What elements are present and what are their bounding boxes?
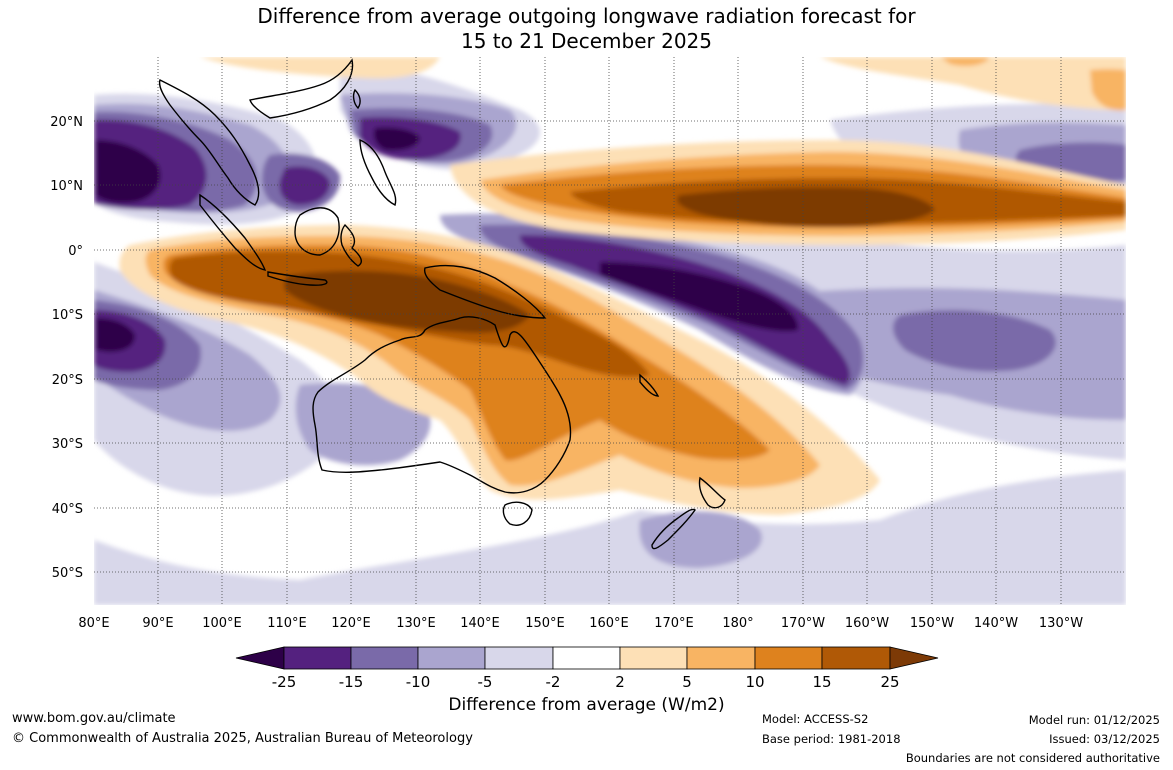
coast-new-caledonia	[639, 373, 660, 397]
title-line-2: 15 to 21 December 2025	[460, 29, 712, 53]
lat-tick-label: 40°S	[52, 502, 83, 517]
coast-new-guinea	[423, 264, 547, 319]
coastlines	[158, 58, 726, 550]
colorbar-tick-label: 2	[615, 673, 625, 691]
coast-borneo	[294, 207, 340, 256]
field-c2-east-pacific	[893, 310, 1056, 372]
colorbar-swatch	[619, 646, 688, 670]
colorbar-ticks: -25 -15 -10 -5 -2 2 5 10 15 25	[272, 673, 900, 691]
colorbar-title: Difference from average (W/m2)	[448, 695, 725, 715]
coast-sulawesi	[340, 223, 362, 267]
lon-tick-label: 90°E	[142, 616, 173, 631]
colorbar-swatch	[484, 646, 554, 670]
field-over-tropical-band	[676, 187, 935, 227]
colorbar-swatch	[283, 646, 352, 670]
lon-tick-label: 170°E	[654, 616, 694, 631]
colorbar-tick-label: 10	[745, 673, 764, 691]
colorbar-swatch	[754, 646, 823, 670]
lat-tick-label: 10°S	[52, 308, 83, 323]
colorbar-over-triangle	[889, 646, 939, 670]
model-run-date: Model run: 01/12/2025	[1028, 713, 1160, 727]
lat-tick-label: 10°N	[50, 179, 83, 194]
anomaly-field	[94, 57, 1126, 605]
field-c1-mid	[279, 166, 330, 205]
coast-china	[249, 58, 354, 119]
colorbar-swatch	[552, 646, 621, 670]
field-c6-north	[200, 57, 1126, 110]
field-c4-southern-ocean	[94, 470, 1126, 605]
coast-tasmania	[502, 501, 533, 526]
copyright: © Commonwealth of Australia 2025, Austra…	[12, 731, 473, 746]
colorbar-swatch	[350, 646, 419, 670]
title-line-1: Difference from average outgoing longwav…	[257, 4, 916, 28]
gridlines	[94, 57, 1126, 605]
colorbar	[235, 646, 939, 670]
coast-new-zealand	[651, 476, 726, 550]
lon-tick-label: 180°	[722, 616, 753, 631]
lon-tick-label: 130°E	[396, 616, 436, 631]
lon-tick-label: 160°E	[589, 616, 629, 631]
lon-tick-label: 150°E	[525, 616, 565, 631]
lon-tick-label: 100°E	[202, 616, 242, 631]
coast-philippines	[359, 138, 397, 206]
coast-indochina	[158, 79, 260, 206]
latitude-axis: 20°N 10°N 0° 10°S 20°S 30°S 40°S 50°S	[50, 115, 83, 581]
lat-tick-label: 50°S	[52, 566, 83, 581]
field-c3-nz	[639, 511, 762, 568]
colorbar-tick-label: -25	[272, 673, 297, 691]
coast-sumatra	[199, 193, 267, 271]
colorbar-tick-label: -15	[339, 673, 364, 691]
base-period: Base period: 1981-2018	[762, 732, 901, 746]
colorbar-tick-label: 25	[880, 673, 899, 691]
map-title: Difference from average outgoing longwav…	[0, 4, 1173, 54]
lon-tick-label: 140°E	[460, 616, 500, 631]
colorbar-tick-label: 5	[682, 673, 692, 691]
colorbar-swatch	[417, 646, 486, 670]
lon-tick-label: 170°W	[781, 616, 825, 631]
boundary-disclaimer: Boundaries are not considered authoritat…	[905, 751, 1160, 765]
lat-tick-label: 20°S	[52, 373, 83, 388]
field-c7-north	[940, 57, 1126, 111]
model-name: Model: ACCESS-S2	[762, 712, 869, 726]
lat-tick-label: 20°N	[50, 115, 83, 130]
lon-tick-label: 110°E	[267, 616, 307, 631]
lon-tick-label: 120°E	[331, 616, 371, 631]
lon-tick-label: 130°W	[1039, 616, 1083, 631]
colorbar-tick-label: 15	[812, 673, 831, 691]
colorbar-under-triangle	[235, 646, 285, 670]
colorbar-tick-label: -2	[546, 673, 561, 691]
website-link[interactable]: www.bom.gov.au/climate	[12, 711, 176, 726]
coast-australia	[312, 316, 572, 494]
lon-tick-label: 80°E	[78, 616, 109, 631]
lon-tick-label: 150°W	[910, 616, 954, 631]
field-c1-nw	[94, 117, 461, 210]
coast-taiwan	[352, 88, 361, 110]
lat-tick-label: 0°	[68, 244, 83, 259]
field-under-south-indian	[96, 318, 135, 352]
issued-date: Issued: 03/12/2025	[1049, 732, 1160, 746]
lat-tick-label: 30°S	[52, 437, 83, 452]
colorbar-tick-label: -5	[478, 673, 493, 691]
colorbar-tick-label: -10	[406, 673, 431, 691]
lon-tick-label: 160°W	[845, 616, 889, 631]
colorbar-swatch	[686, 646, 756, 670]
lon-tick-label: 140°W	[974, 616, 1018, 631]
coast-java	[267, 271, 328, 286]
colorbar-swatch	[821, 646, 891, 670]
field-under-nw	[96, 127, 420, 203]
longitude-axis: 80°E 90°E 100°E 110°E 120°E 130°E 140°E …	[78, 616, 1083, 631]
